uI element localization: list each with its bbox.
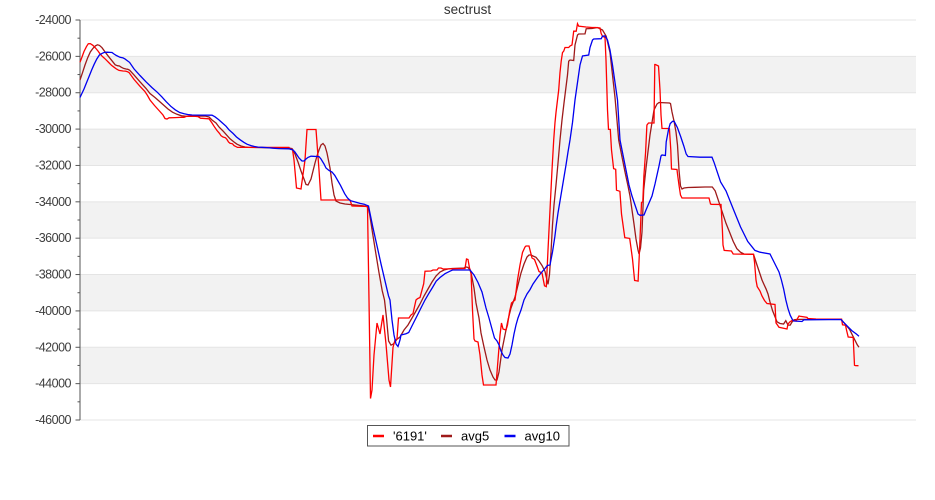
svg-text:-26000: -26000 — [35, 49, 71, 63]
svg-text:-30000: -30000 — [35, 122, 71, 136]
svg-text:avg10: avg10 — [525, 429, 560, 444]
svg-text:-34000: -34000 — [35, 195, 71, 209]
svg-text:-38000: -38000 — [35, 268, 71, 282]
svg-text:avg5: avg5 — [461, 429, 489, 444]
svg-text:-32000: -32000 — [35, 158, 71, 172]
svg-text:-46000: -46000 — [35, 413, 71, 427]
svg-text:-24000: -24000 — [35, 13, 71, 27]
svg-text:-28000: -28000 — [35, 86, 71, 100]
svg-text:-42000: -42000 — [35, 340, 71, 354]
svg-text:-44000: -44000 — [35, 377, 71, 391]
svg-text:-40000: -40000 — [35, 304, 71, 318]
svg-text:'6191': '6191' — [393, 429, 427, 444]
svg-text:sectrust: sectrust — [444, 2, 492, 17]
svg-text:-36000: -36000 — [35, 231, 71, 245]
